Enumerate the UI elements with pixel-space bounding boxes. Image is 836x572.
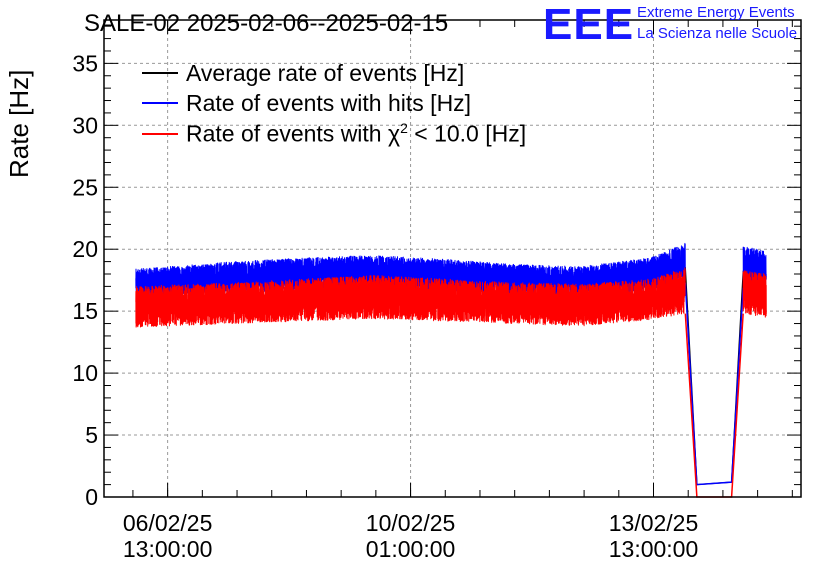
y-tick-label: 35 bbox=[72, 50, 98, 76]
legend-entry-average: Average rate of events [Hz] bbox=[142, 58, 464, 88]
eee-logo: EEE bbox=[543, 0, 635, 49]
y-tick-label: 25 bbox=[72, 174, 98, 200]
chi2-noise-line bbox=[135, 267, 767, 328]
series-layer bbox=[135, 242, 767, 498]
x-tick-label-time: 01:00:00 bbox=[366, 536, 456, 562]
logo-line-1: Extreme Energy Events bbox=[637, 4, 795, 21]
legend-entry-hits: Rate of events with hits [Hz] bbox=[142, 88, 471, 118]
y-tick-label: 15 bbox=[72, 298, 98, 324]
legend-label-hits: Rate of events with hits [Hz] bbox=[186, 89, 472, 116]
legend-label-average: Average rate of events [Hz] bbox=[186, 59, 465, 86]
y-tick-label: 20 bbox=[72, 236, 98, 262]
x-tick-label-time: 13:00:00 bbox=[123, 536, 213, 562]
y-tick-label: 5 bbox=[85, 422, 98, 448]
y-tick-label: 10 bbox=[72, 360, 98, 386]
plot-frame bbox=[103, 19, 802, 498]
x-tick-label-time: 13:00:00 bbox=[609, 536, 699, 562]
x-tick-label-date: 06/02/25 bbox=[123, 510, 213, 536]
axis-ticks: 0510152025303506/02/2513:00:0010/02/2501… bbox=[72, 20, 801, 562]
y-tick-label: 30 bbox=[72, 112, 98, 138]
legend-entry-chi2: Rate of events with χ2 < 10.0 [Hz] bbox=[142, 119, 526, 149]
y-axis-label: Rate [Hz] bbox=[4, 69, 34, 178]
logo-line-2: La Scienza nelle Scuole bbox=[637, 25, 798, 42]
legend-swatch-red bbox=[142, 133, 178, 135]
y-tick-label: 0 bbox=[85, 484, 98, 510]
chi2-gap-line bbox=[684, 313, 744, 498]
chart-title: SALE-02 2025-02-06--2025-02-15 bbox=[84, 10, 449, 37]
grid-lines bbox=[104, 20, 801, 497]
legend-swatch-black bbox=[142, 72, 178, 74]
legend-label-chi2: Rate of events with χ2 < 10.0 [Hz] bbox=[186, 120, 527, 147]
x-tick-label-date: 13/02/25 bbox=[609, 510, 699, 536]
hits-gap-line bbox=[684, 282, 744, 486]
x-tick-label-date: 10/02/25 bbox=[366, 510, 456, 536]
legend-swatch-blue bbox=[142, 102, 178, 104]
